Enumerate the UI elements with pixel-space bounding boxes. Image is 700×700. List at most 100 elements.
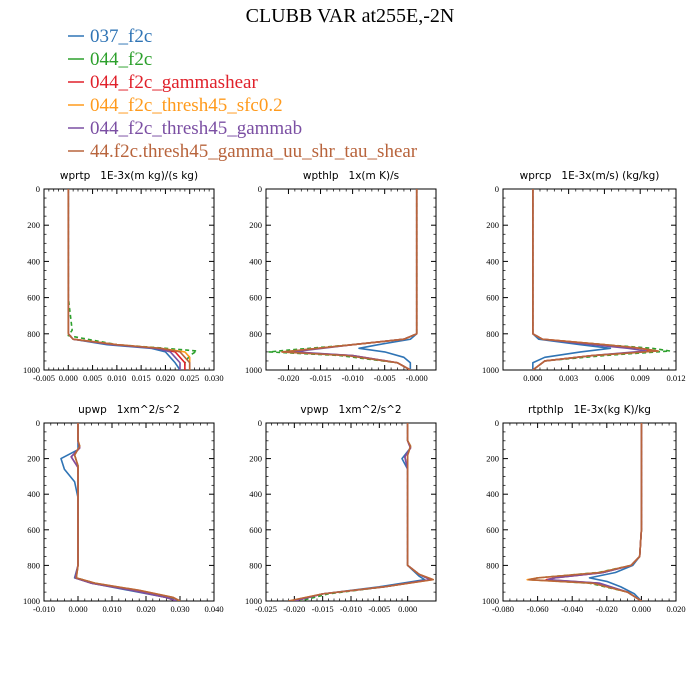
y-tick-label: 800	[486, 560, 499, 570]
x-tick-label: -0.010	[33, 604, 55, 614]
series-line	[588, 423, 643, 601]
x-tick-label: 0.000	[398, 604, 417, 614]
y-tick-label: 1000	[482, 365, 499, 375]
y-tick-label: 1000	[482, 596, 499, 606]
series-line	[67, 189, 191, 370]
y-tick-label: 0	[258, 184, 262, 194]
legend-label: 044_f2c_thresh45_sfc0.2	[90, 95, 283, 116]
x-tick-label: -0.005	[33, 373, 55, 383]
series-line	[294, 189, 418, 370]
x-tick-label: -0.005	[368, 604, 390, 614]
x-tick-label: 0.020	[136, 604, 155, 614]
figure-title: CLUBB VAR at255E,-2N	[246, 5, 455, 27]
x-tick-label: 0.005	[83, 373, 102, 383]
x-tick-label: 0.030	[204, 373, 223, 383]
y-tick-label: 600	[486, 293, 499, 303]
series-group	[67, 189, 198, 370]
y-tick-label: 800	[249, 329, 262, 339]
series-group	[532, 189, 671, 370]
series-line	[532, 189, 659, 370]
series-line	[268, 189, 418, 370]
x-tick-label: 0.006	[595, 373, 614, 383]
x-tick-label: -0.010	[340, 604, 362, 614]
series-group	[288, 423, 434, 601]
legend-label: 44.f2c.thresh45_gamma_uu_shr_tau_shear	[90, 141, 418, 162]
y-tick-label: 400	[27, 489, 40, 499]
series-line	[547, 423, 643, 601]
y-tick-label: 1000	[245, 365, 262, 375]
panel-1: wprtp 1E-3x(m kg)/(s kg) -0.005 0.000 0.005…	[23, 170, 224, 383]
y-tick-label: 400	[486, 489, 499, 499]
legend-label: 044_f2c_thresh45_gammab	[90, 118, 302, 139]
panels: wprtp 1E-3x(m kg)/(s kg) -0.005 0.000 0.005…	[23, 170, 686, 614]
legend-entry: 44.f2c.thresh45_gamma_uu_shr_tau_shear	[68, 141, 418, 162]
panel-5: vpwp 1xm^2/s^2 -0.025 -0.020 -0.015 -0.010 -0…	[245, 404, 437, 614]
x-tick-label: -0.000	[406, 373, 428, 383]
plot-frame	[265, 422, 437, 602]
panel-title: wprcp 1E-3x(m/s) (kg/kg)	[520, 170, 660, 182]
series-line	[67, 189, 198, 370]
series-line	[528, 423, 643, 601]
legend-entry: 037_f2c	[68, 26, 152, 47]
y-tick-label: 400	[249, 256, 262, 266]
legend: 037_f2c044_f2c044_f2c_gammashear044_f2c_…	[68, 26, 418, 162]
series-line	[281, 189, 418, 370]
x-tick-label: 0.012	[666, 373, 685, 383]
y-tick-label: 0	[495, 184, 499, 194]
series-line	[287, 189, 418, 370]
y-tick-label: 800	[249, 560, 262, 570]
x-tick-label: -0.025	[255, 604, 277, 614]
y-tick-label: 200	[486, 220, 499, 230]
x-tick-label: 0.025	[180, 373, 199, 383]
legend-entry: 044_f2c_thresh45_sfc0.2	[68, 95, 283, 116]
y-tick-label: 600	[27, 293, 40, 303]
panel-title: rtpthlp 1E-3x(kg K)/kg	[528, 404, 651, 416]
legend-entry: 044_f2c	[68, 49, 152, 70]
series-group	[526, 423, 643, 601]
x-tick-label: -0.080	[492, 604, 514, 614]
y-tick-label: 0	[258, 418, 262, 428]
x-tick-label: 0.010	[107, 373, 126, 383]
y-tick-label: 800	[27, 560, 40, 570]
panel-title: upwp 1xm^2/s^2	[78, 404, 180, 416]
y-tick-label: 200	[249, 454, 262, 464]
legend-label: 037_f2c	[90, 26, 152, 47]
series-line	[67, 189, 181, 370]
series-line	[288, 423, 434, 601]
y-tick-label: 400	[249, 489, 262, 499]
x-tick-label: 0.003	[559, 373, 578, 383]
plot-frame	[43, 188, 215, 371]
panel-title: wprtp 1E-3x(m kg)/(s kg)	[60, 170, 198, 182]
y-tick-label: 200	[249, 220, 262, 230]
y-tick-label: 800	[486, 329, 499, 339]
x-tick-label: 0.020	[156, 373, 175, 383]
y-tick-label: 200	[486, 454, 499, 464]
x-tick-label: 0.000	[632, 604, 651, 614]
series-line	[70, 423, 177, 601]
y-tick-label: 1000	[245, 596, 262, 606]
x-tick-label: -0.040	[561, 604, 583, 614]
y-tick-label: 800	[27, 329, 40, 339]
x-tick-label: 0.009	[631, 373, 650, 383]
panel-2: wpthlp 1x(m K)/s -0.020 -0.015 -0.010 -0.005…	[245, 170, 437, 383]
y-tick-label: 600	[249, 525, 262, 535]
panel-3: wprcp 1E-3x(m/s) (kg/kg) 0.000 0.003 0.006 0…	[482, 170, 686, 383]
x-tick-label: -0.060	[527, 604, 549, 614]
panel-title: vpwp 1xm^2/s^2	[300, 404, 401, 416]
series-group	[268, 189, 418, 370]
y-tick-label: 200	[27, 454, 40, 464]
legend-label: 044_f2c	[90, 49, 152, 70]
y-tick-label: 0	[36, 184, 40, 194]
x-tick-label: -0.010	[342, 373, 364, 383]
x-tick-label: 0.040	[204, 604, 223, 614]
series-line	[532, 189, 659, 370]
legend-label: 044_f2c_gammashear	[90, 72, 258, 93]
x-tick-label: -0.015	[312, 604, 334, 614]
y-tick-label: 600	[249, 293, 262, 303]
series-line	[67, 189, 181, 370]
y-tick-label: 0	[36, 418, 40, 428]
x-tick-label: 0.020	[666, 604, 685, 614]
y-tick-label: 0	[495, 418, 499, 428]
y-tick-label: 1000	[23, 365, 40, 375]
